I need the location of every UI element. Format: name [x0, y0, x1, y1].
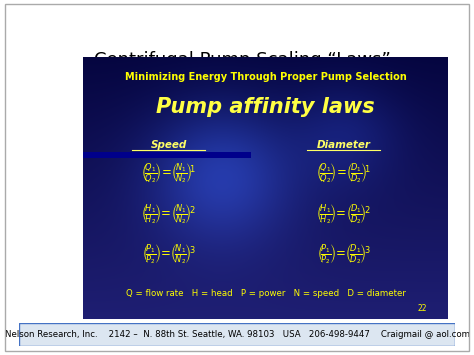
Text: $\left(\!\frac{H_1}{H_2}\!\right)\!=\!\left(\!\frac{D_1}{D_2}\!\right)^{\!2}$: $\left(\!\frac{H_1}{H_2}\!\right)\!=\!\l…	[316, 202, 372, 227]
Text: $\left(\!\frac{H_1}{H_2}\!\right)\!=\!\left(\!\frac{N_1}{N_2}\!\right)^{\!2}$: $\left(\!\frac{H_1}{H_2}\!\right)\!=\!\l…	[141, 202, 196, 227]
Text: Speed: Speed	[151, 140, 187, 150]
Text: $\left(\!\frac{Q_1}{Q_2}\!\right)\!=\!\left(\!\frac{D_1}{D_2}\!\right)^{\!1}$: $\left(\!\frac{Q_1}{Q_2}\!\right)\!=\!\l…	[316, 162, 372, 186]
Text: Nelson Research, Inc.    2142 –  N. 88th St. Seattle, WA. 98103   USA   206-498-: Nelson Research, Inc. 2142 – N. 88th St.…	[4, 330, 470, 339]
Text: Centrifugal Pump Scaling “Laws”: Centrifugal Pump Scaling “Laws”	[94, 51, 392, 69]
Text: 22: 22	[418, 305, 427, 313]
FancyBboxPatch shape	[19, 323, 455, 346]
Text: Diameter: Diameter	[317, 140, 371, 150]
Text: $\left(\!\frac{P_1}{P_2}\!\right)\!=\!\left(\!\frac{N_1}{N_2}\!\right)^{\!3}$: $\left(\!\frac{P_1}{P_2}\!\right)\!=\!\l…	[142, 243, 196, 267]
Text: Pump affinity laws: Pump affinity laws	[156, 97, 375, 117]
Text: $\left(\!\frac{Q_1}{Q_2}\!\right)\!=\!\left(\!\frac{N_1}{N_2}\!\right)^{\!1}$: $\left(\!\frac{Q_1}{Q_2}\!\right)\!=\!\l…	[141, 162, 196, 186]
Text: $\left(\!\frac{P_1}{P_2}\!\right)\!=\!\left(\!\frac{D_1}{D_2}\!\right)^{\!3}$: $\left(\!\frac{P_1}{P_2}\!\right)\!=\!\l…	[317, 243, 371, 267]
Text: Q = flow rate   H = head   P = power   N = speed   D = diameter: Q = flow rate H = head P = power N = spe…	[126, 289, 405, 298]
FancyBboxPatch shape	[83, 152, 251, 158]
Text: Minimizing Energy Through Proper Pump Selection: Minimizing Energy Through Proper Pump Se…	[125, 71, 406, 82]
